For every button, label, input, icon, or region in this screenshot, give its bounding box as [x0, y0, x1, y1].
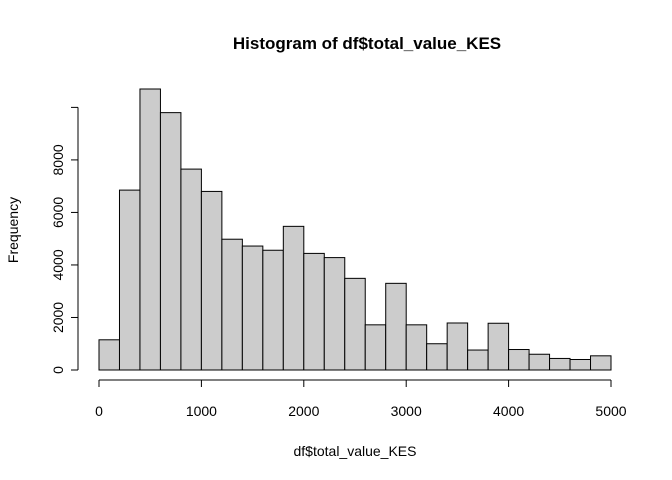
y-tick-label: 4000: [50, 249, 66, 280]
histogram-bar: [590, 355, 612, 371]
y-axis-label: Frequency: [5, 197, 21, 263]
histogram-bar: [569, 358, 592, 371]
histogram-bar: [323, 257, 346, 371]
histogram-bar: [385, 282, 407, 371]
y-axis: 0 2000 4000 6000 8000: [50, 106, 79, 374]
histogram-bar: [549, 357, 571, 371]
histogram-bar: [139, 88, 161, 371]
histogram-bar: [221, 238, 243, 371]
histogram-bar: [180, 168, 202, 371]
x-tick-label: 3000: [391, 403, 422, 419]
y-tick-label: 6000: [50, 197, 66, 228]
y-tick-label: 8000: [50, 144, 66, 175]
histogram-bar: [405, 324, 428, 371]
histogram-bar: [528, 353, 551, 371]
histogram-bar: [303, 252, 325, 371]
histogram-bar: [241, 245, 264, 371]
histogram-bar: [118, 189, 141, 371]
y-tick-label: 2000: [50, 302, 66, 333]
x-tick-label: 1000: [186, 403, 217, 419]
y-tick-label: 0: [50, 366, 66, 374]
x-tick-label: 0: [95, 403, 103, 419]
histogram-bar: [426, 343, 448, 371]
histogram-bar: [467, 349, 489, 371]
x-axis-label: df$total_value_KES: [294, 443, 417, 459]
histogram-bar: [98, 339, 120, 371]
histogram-bar: [364, 324, 387, 371]
histogram-bar: [508, 349, 530, 371]
histogram-bar: [344, 277, 366, 371]
x-tick-label: 2000: [288, 403, 319, 419]
x-axis: 0 1000 2000 3000 4000 5000: [95, 379, 627, 419]
histogram-bar: [159, 112, 182, 371]
histogram-bar: [200, 190, 223, 371]
x-tick-label: 4000: [493, 403, 524, 419]
chart-title: Histogram of df$total_value_KES: [233, 34, 501, 53]
histogram-bars: [98, 88, 612, 371]
histogram-bar: [282, 225, 305, 371]
histogram-bar: [446, 322, 469, 371]
x-tick-label: 5000: [595, 403, 626, 419]
histogram-bar: [487, 322, 510, 371]
histogram-bar: [262, 249, 284, 371]
